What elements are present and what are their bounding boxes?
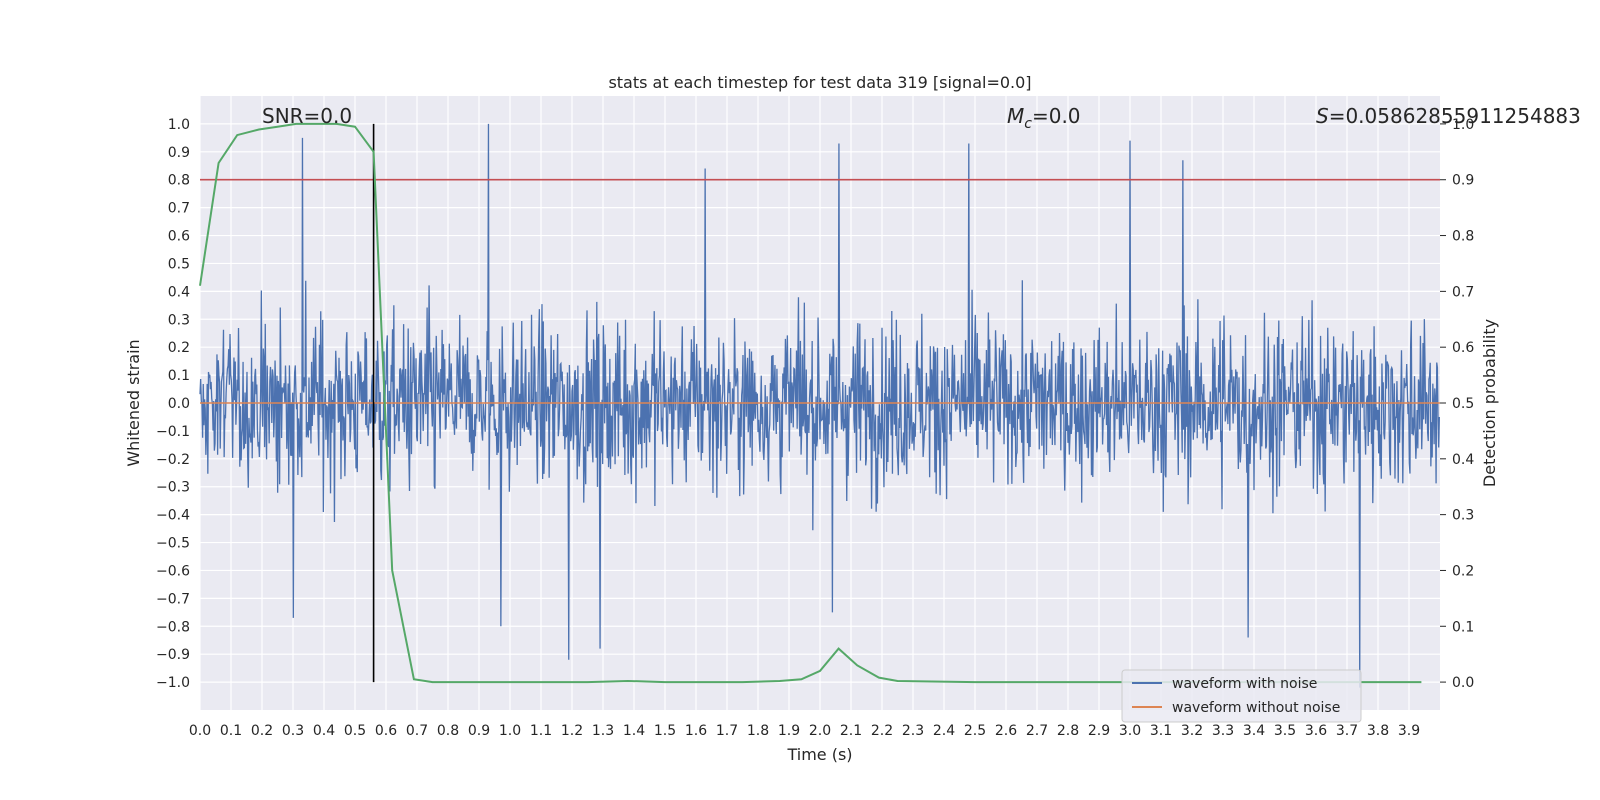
x-tick-label: 1.9 bbox=[778, 723, 800, 739]
x-tick-label: 3.7 bbox=[1336, 723, 1358, 739]
x-tick-label: 0.0 bbox=[189, 723, 211, 739]
detection-probability-series bbox=[199, 122, 1422, 684]
chirp-mass-annotation: Mc=0.0 bbox=[1007, 104, 1081, 132]
y-tick-label: 1.0 bbox=[168, 117, 190, 133]
y-tick-label: −0.5 bbox=[156, 536, 190, 552]
y2-tick-label: 0.3 bbox=[1452, 508, 1474, 524]
y-tick-label: −0.6 bbox=[156, 563, 190, 579]
y-tick-label: −0.4 bbox=[156, 508, 190, 524]
y2-tick-label: 0.6 bbox=[1452, 340, 1474, 356]
x-tick-label: 1.7 bbox=[716, 723, 738, 739]
x-tick-label: 2.9 bbox=[1088, 723, 1110, 739]
x-tick-label: 1.0 bbox=[499, 723, 521, 739]
x-tick-label: 0.2 bbox=[251, 723, 273, 739]
y-axis-label: Whitened strain bbox=[124, 339, 143, 466]
x-tick-label: 0.3 bbox=[282, 723, 304, 739]
y-tick-label: 0.3 bbox=[168, 312, 190, 328]
x-tick-label: 1.5 bbox=[654, 723, 676, 739]
y2-tick-label: 0.8 bbox=[1452, 229, 1474, 245]
y-tick-label: −0.9 bbox=[156, 647, 190, 663]
y-tick-label: 0.1 bbox=[168, 368, 190, 384]
y-tick-label: 0.6 bbox=[168, 229, 190, 245]
x-tick-label: 2.8 bbox=[1057, 723, 1079, 739]
x-tick-label: 2.7 bbox=[1026, 723, 1048, 739]
x-tick-label: 3.8 bbox=[1367, 723, 1389, 739]
x-tick-label: 0.8 bbox=[437, 723, 459, 739]
y-tick-label: −0.3 bbox=[156, 480, 190, 496]
y2-tick-label: 0.9 bbox=[1452, 173, 1474, 189]
y-tick-label: 0.4 bbox=[168, 284, 190, 300]
x-tick-label: 0.7 bbox=[406, 723, 428, 739]
legend-box bbox=[1121, 669, 1362, 723]
y-tick-label: −1.0 bbox=[156, 675, 190, 691]
y-tick-label: −0.1 bbox=[156, 424, 190, 440]
x-tick-label: 2.3 bbox=[902, 723, 924, 739]
waveform-with-noise-line bbox=[199, 123, 1440, 688]
x-tick-label: 2.6 bbox=[995, 723, 1017, 739]
y2-tick-label: 0.0 bbox=[1452, 675, 1474, 691]
y-tick-label: 0.7 bbox=[168, 201, 190, 217]
y-tick-label: 0.5 bbox=[168, 256, 190, 272]
y2-axis-ticks: 1.0 0.9 0.8 0.7 0.6 0.5 0.4 0.3 0.2 0.1 0.0 bbox=[1440, 117, 1474, 691]
x-tick-label: 3.0 bbox=[1119, 723, 1141, 739]
y2-tick-label: 0.4 bbox=[1452, 452, 1474, 468]
x-axis-ticks: 0.0 0.1 0.2 0.3 0.4 0.5 0.6 0.7 0.8 0.9 1.0 1.1 1.2 1… bbox=[189, 723, 1420, 739]
reference-lines bbox=[200, 123, 1440, 683]
y-tick-label: −0.2 bbox=[156, 452, 190, 468]
snr-annotation: SNR=0.0 bbox=[262, 104, 352, 128]
legend-entry-noise: waveform with noise bbox=[1172, 676, 1317, 692]
x-tick-label: 3.9 bbox=[1398, 723, 1420, 739]
y-axis-ticks: 1.0 0.9 0.8 0.7 0.6 0.5 0.4 0.3 0.2 0.1 0.0 −0.1 −0.… bbox=[156, 117, 190, 691]
chart-title: stats at each timestep for test data 319… bbox=[608, 73, 1031, 92]
x-tick-label: 1.6 bbox=[685, 723, 707, 739]
x-tick-label: 0.6 bbox=[375, 723, 397, 739]
x-tick-label: 2.1 bbox=[840, 723, 862, 739]
x-axis-label: Time (s) bbox=[786, 745, 852, 764]
waveform-with-noise-series bbox=[199, 123, 1440, 688]
legend: waveform with noise waveform without noi… bbox=[1121, 669, 1362, 723]
legend-entry-clean: waveform without noise bbox=[1172, 700, 1340, 716]
x-tick-label: 3.3 bbox=[1212, 723, 1234, 739]
x-tick-label: 3.4 bbox=[1243, 723, 1265, 739]
y-tick-label: −0.7 bbox=[156, 591, 190, 607]
x-tick-label: 1.4 bbox=[623, 723, 645, 739]
x-tick-label: 1.1 bbox=[530, 723, 552, 739]
y-tick-label: 0.2 bbox=[168, 340, 190, 356]
y2-axis-label: Detection probability bbox=[1480, 319, 1499, 487]
x-tick-label: 3.1 bbox=[1150, 723, 1172, 739]
y-tick-label: −0.8 bbox=[156, 619, 190, 635]
x-tick-label: 2.0 bbox=[809, 723, 831, 739]
x-tick-label: 1.8 bbox=[747, 723, 769, 739]
x-tick-label: 1.3 bbox=[592, 723, 614, 739]
x-tick-label: 0.5 bbox=[344, 723, 366, 739]
y-tick-label: 0.8 bbox=[168, 173, 190, 189]
x-tick-label: 2.4 bbox=[933, 723, 955, 739]
y-tick-label: 0.9 bbox=[168, 145, 190, 161]
detection-probability-line bbox=[199, 122, 1422, 684]
y2-tick-label: 0.1 bbox=[1452, 619, 1474, 635]
x-tick-label: 2.2 bbox=[871, 723, 893, 739]
x-tick-label: 2.5 bbox=[964, 723, 986, 739]
x-tick-label: 0.4 bbox=[313, 723, 335, 739]
y2-tick-label: 0.2 bbox=[1452, 563, 1474, 579]
x-tick-label: 3.2 bbox=[1181, 723, 1203, 739]
y2-tick-label: 0.5 bbox=[1452, 396, 1474, 412]
x-tick-label: 0.1 bbox=[220, 723, 242, 739]
x-tick-label: 3.6 bbox=[1305, 723, 1327, 739]
s-annotation: S=0.05862855911254883 bbox=[1316, 104, 1581, 128]
x-tick-label: 0.9 bbox=[468, 723, 490, 739]
y2-tick-label: 1.0 bbox=[1452, 117, 1474, 133]
x-tick-label: 3.5 bbox=[1274, 723, 1296, 739]
x-tick-label: 1.2 bbox=[561, 723, 583, 739]
y2-tick-label: 0.7 bbox=[1452, 284, 1474, 300]
y-tick-label: 0.0 bbox=[168, 396, 190, 412]
